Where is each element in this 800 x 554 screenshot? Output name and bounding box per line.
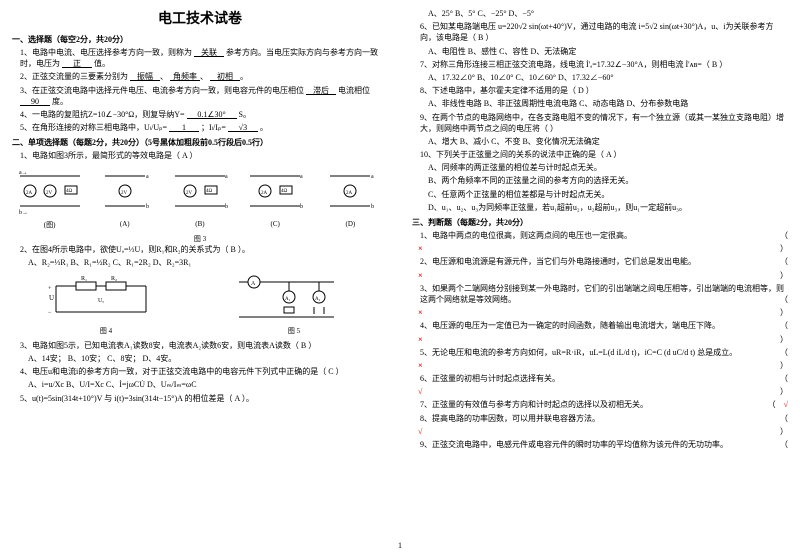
q2-8: 8、下述电路中，基尔霍夫定律不适用的是（ D ） xyxy=(412,85,788,96)
svg-text:A₂: A₂ xyxy=(315,297,321,302)
q2-5-opts: A、25° B、5° C、−25° D、−5° xyxy=(412,8,788,19)
j4-ans: ×） xyxy=(412,334,788,345)
figure-3-row: a→ 2A 2V 4Ω b→ (图) 2V ab (A) 2V 4Ω ab xyxy=(12,166,388,230)
figure-5: A A₁ A₂ 图 5 xyxy=(234,272,354,336)
q2-4-opts: A、i=u/Xc B、U/I=Xc C、İ=jωCU̇ D、Uₘ/Iₘ=ωC xyxy=(12,379,388,390)
svg-text:2V: 2V xyxy=(186,191,193,196)
section-2-head: 二、单项选择题（每题2分，共20分）（5号黑体加粗段前0.5行段后0.5行） xyxy=(12,137,388,148)
q2-1: 1、电路如图3所示，最简形式的等效电路是（ A ） xyxy=(12,150,388,161)
svg-text:4Ω: 4Ω xyxy=(66,189,73,194)
svg-text:a: a xyxy=(300,174,303,180)
j1: 1、电路中两点的电位很高，则这两点间的电压也一定很高。（ xyxy=(412,230,788,241)
svg-text:2A: 2A xyxy=(261,191,268,196)
figure-4: R₁ R₂ U+− Uₐ 图 4 xyxy=(46,272,166,336)
svg-text:2V: 2V xyxy=(46,191,53,196)
j6-ans: √） xyxy=(412,386,788,397)
q2-6: 6、已知某电路端电压 u=220√2 sin(ωt+40°)V，通过电路的电流 … xyxy=(412,21,788,43)
page-number: 1 xyxy=(398,541,402,550)
j4: 4、电压源的电压为一定值已为一确定的时间函数，随着输出电流增大，端电压下降。（ xyxy=(412,320,788,331)
q2-10-c: C、任意两个正弦量的相位差都是与计时起点无关。 xyxy=(412,189,788,200)
svg-text:b→: b→ xyxy=(19,210,28,216)
j3-ans: ×） xyxy=(412,307,788,318)
q1: 1、电路中电流、电压选择参考方向一致，则称为 关联 参考方向。当电压实际方向与参… xyxy=(12,47,388,69)
svg-text:b: b xyxy=(371,204,374,210)
exam-title: 电工技术试卷 xyxy=(12,8,388,28)
svg-text:Uₐ: Uₐ xyxy=(98,298,104,304)
q2-3: 3、电路如图5示，已知电流表A₁读数8安，电流表A₂读数6安，则电流表A读数（ … xyxy=(12,340,388,351)
svg-text:A: A xyxy=(251,281,256,287)
svg-text:a: a xyxy=(371,174,374,180)
circuit-c: 2A 4Ω ab (C) xyxy=(240,166,310,230)
j6: 6、正弦量的初相与计时起点选择有关。（ xyxy=(412,373,788,384)
svg-text:U: U xyxy=(49,294,54,302)
j7: 7、正弦量的有效值与参考方向和计时起点的选择以及初相无关。（ √ xyxy=(412,399,788,410)
svg-text:−: − xyxy=(48,310,52,316)
q2-2-opts: A、R₂=⅓R₁ B、R₁=½R₂ C、R₁=2R₂ D、R₂=3R₁ xyxy=(12,257,388,268)
svg-text:a: a xyxy=(146,174,149,180)
svg-text:a: a xyxy=(225,174,228,180)
q4: 4、一电路的复阻抗Z=10∠−30°Ω，则复导纳Y= 0.1∠30° S。 xyxy=(12,109,388,120)
svg-text:b: b xyxy=(225,204,228,210)
q2-5: 5、u(t)=5sin(314t+10°)V 与 i(t)=3sin(314t−… xyxy=(12,393,388,404)
svg-text:2A: 2A xyxy=(26,191,33,196)
j8: 8、提高电路的功率因数，可以用并联电容器方法。（ xyxy=(412,413,788,424)
q2-9: 9、在两个节点的电路网络中，在各支路电阻不变的情况下，有一个独立源（或其一某独立… xyxy=(412,112,788,134)
svg-text:+: + xyxy=(48,286,52,292)
q2-3-opts: A、14安； B、10安； C、8安； D、4安。 xyxy=(12,353,388,364)
circuit-b: 2V 4Ω ab (B) xyxy=(165,166,235,230)
section-1-head: 一、选择题（每空2分，共20分） xyxy=(12,34,388,45)
q2-10-d: D、u₁、u₂、u₃为同频率正弦量，若u₁超前u₂，u₂超前u₃，则u₁一定超前… xyxy=(412,202,788,213)
q2-7: 7、对称三角形连接三相正弦交流电路，线电流 İ'ₐ=17.32∠−30°A，则相… xyxy=(412,59,788,70)
section-3-head: 三、判断题（每题2分，共20分） xyxy=(412,217,788,228)
q2-10-b: B、两个角频率不同的正弦量之间的参考方向的选择无关。 xyxy=(412,175,788,186)
j3: 3、如果两个二端网络分别接到某一外电路时，它们的引出端端之间电压相等，引出端端的… xyxy=(412,283,788,305)
svg-text:A₁: A₁ xyxy=(285,297,291,302)
svg-text:R₂: R₂ xyxy=(111,276,117,282)
j2: 2、电压源和电流源是有源元件，当它们与外电路接通时，它们总是发出电能。（ xyxy=(412,256,788,267)
right-column: A、25° B、5° C、−25° D、−5° 6、已知某电路端电压 u=220… xyxy=(400,0,800,554)
j5-ans: ×） xyxy=(412,360,788,371)
svg-text:2V: 2V xyxy=(121,191,128,196)
left-column: 电工技术试卷 一、选择题（每空2分，共20分） 1、电路中电流、电压选择参考方向… xyxy=(0,0,400,554)
q2-4: 4、电压u和电流i的参考方向一致，对于正弦交流电路中的电容元件下列式中正确的是（… xyxy=(12,366,388,377)
q5: 5、在角形连接的对称三相电路中，Uₗ/Uₚ= 1 ；Iₗ/Iₚ= √3 。 xyxy=(12,122,388,133)
q2-10: 10、下列关于正弦量之间的关系的说法中正确的是（ A ） xyxy=(412,149,788,160)
circuit-d: 2A ab (D) xyxy=(315,166,385,230)
q2-8-opts: A、非线性电路 B、非正弦周期性电流电路 C、动态电路 D、分布参数电路 xyxy=(412,98,788,109)
svg-text:4Ω: 4Ω xyxy=(206,189,213,194)
fig3-caption: 图 3 xyxy=(12,234,388,244)
svg-text:b: b xyxy=(300,204,303,210)
j8-ans: √） xyxy=(412,426,788,437)
q2-2: 2、在图4所示电路中，欲使Uₐ=⅓U，则R₁和R₂的关系式为（ B ）。 xyxy=(12,244,388,255)
svg-text:4Ω: 4Ω xyxy=(281,189,288,194)
j1-ans: ×） xyxy=(412,243,788,254)
q2-9-opts: A、增大 B、减小 C、不变 B、变化情况无法确定 xyxy=(412,136,788,147)
svg-text:a→: a→ xyxy=(19,170,28,176)
svg-text:2A: 2A xyxy=(346,191,353,196)
svg-text:R₁: R₁ xyxy=(81,276,87,282)
q2-6-opts: A、电阻性 B、感性 C、容性 D、无法确定 xyxy=(412,46,788,57)
circuit-a: 2V ab (A) xyxy=(90,166,160,230)
j9: 9、正弦交流电路中，电感元件或电容元件的瞬时功率的平均值称为该元件的无功功率。（ xyxy=(412,439,788,450)
q2-10-a: A、同频率的两正弦量的相位差与计时起点无关。 xyxy=(412,162,788,173)
j5: 5、无论电压和电流的参考方向如何，uR=R·iR，uL=L(d iL/d t)，… xyxy=(412,347,788,358)
q2: 2、正弦交流量的三要素分别为 振幅、 角频率、 初相。 xyxy=(12,71,388,82)
j2-ans: ×） xyxy=(412,270,788,281)
q3: 3、在正弦交流电路中选择元件电压、电流参考方向一致，则电容元件的电压相位 滞后 … xyxy=(12,85,388,107)
q2-7-opts: A、17.32∠0° B、10∠0° C、10∠60° D、17.32∠−60° xyxy=(412,72,788,83)
svg-text:b: b xyxy=(146,204,149,210)
circuit-main: a→ 2A 2V 4Ω b→ (图) xyxy=(15,166,85,230)
figure-4-5-row: R₁ R₂ U+− Uₐ 图 4 A A₁ A₂ 图 5 xyxy=(12,272,388,336)
